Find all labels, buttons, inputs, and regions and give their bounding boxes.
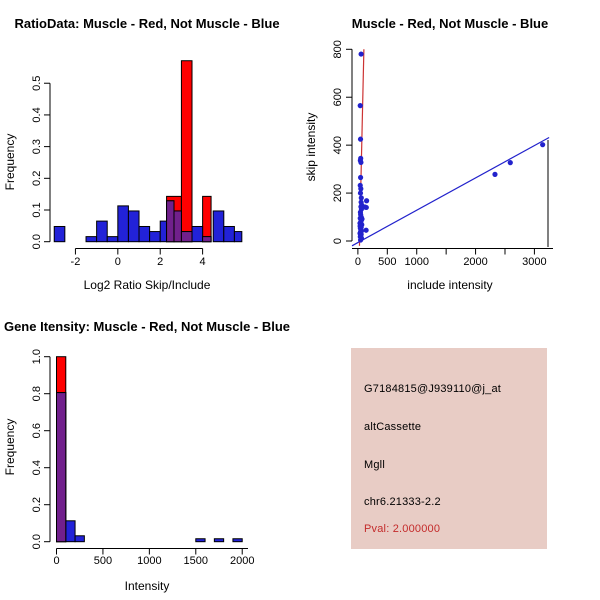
not-muscle-hist-bar [96, 220, 108, 243]
data-point [358, 51, 364, 57]
y-tick-label: 0.3 [31, 139, 43, 154]
pval-text: Pval: 2.000000 [364, 523, 441, 535]
x-tick-label: 3000 [522, 256, 546, 268]
intensity-scatter-chart: Muscle - Red, Not Muscle - Blue include i… [304, 16, 553, 292]
y-tick-label: 0.4 [31, 460, 43, 475]
not-muscle-hist-bar [138, 225, 151, 243]
not-muscle-hist-bar [191, 225, 204, 243]
y-tick-label: 0.0 [31, 234, 43, 249]
data-point [358, 159, 364, 166]
x-tick-label: 500 [378, 256, 396, 268]
y-tick-label: 1.0 [31, 349, 43, 364]
data-point [358, 195, 364, 201]
y-tick-label: 0.4 [31, 107, 43, 122]
overlap-hist-bar [180, 231, 193, 243]
overlap-hist-bar [202, 236, 212, 243]
y-axis-label: skip intensity [304, 113, 318, 182]
blue-line-fit-line [351, 136, 550, 247]
gene-intensity-histogram-chart: Gene Itensity: Muscle - Red, Not Muscle … [3, 319, 290, 593]
x-axis-label: Log2 Ratio Skip/Include [84, 278, 211, 292]
data-point [363, 227, 369, 233]
chart-title: Muscle - Red, Not Muscle - Blue [352, 16, 548, 31]
y-axis-label: Frequency [3, 419, 17, 476]
overlap-hist-bar [173, 210, 182, 243]
x-tick-label: 0 [115, 256, 121, 268]
overlap-hist-bar [166, 200, 175, 243]
data-point [357, 190, 364, 196]
data-point [358, 186, 364, 192]
y-tick-label: 0.6 [31, 423, 43, 438]
x-tick-label: 2000 [463, 256, 487, 268]
y-tick-label: 600 [332, 88, 344, 106]
not-muscle-hist-bar [74, 535, 85, 543]
event-type-text: altCassette [364, 421, 422, 433]
data-point [492, 171, 498, 177]
data-point [357, 237, 364, 243]
not-muscle-hist-bar [233, 231, 243, 243]
not-muscle-hist-bar [159, 220, 168, 243]
chart-title: Gene Itensity: Muscle - Red, Not Muscle … [4, 319, 290, 334]
data-point [507, 160, 513, 166]
not-muscle-hist-bar [213, 538, 225, 543]
not-muscle-hist-bar [127, 210, 140, 243]
data-point [357, 174, 364, 181]
x-tick-label: 0 [355, 256, 361, 268]
not-muscle-hist-bar [149, 231, 161, 243]
x-tick-label: 2000 [230, 555, 254, 567]
data-point [357, 209, 364, 215]
data-point [357, 103, 363, 109]
x-axis-label: Intensity [125, 579, 170, 593]
data-point [363, 198, 370, 204]
y-tick-label: 0.5 [31, 76, 43, 91]
overlap-hist-bar [56, 392, 67, 543]
ratio-histogram-chart: RatioData: Muscle - Red, Not Muscle - Bl… [3, 16, 280, 292]
data-point [363, 204, 369, 211]
not-muscle-hist-bar [117, 205, 129, 243]
x-tick-label: 2 [157, 256, 163, 268]
y-tick-label: 0.2 [31, 171, 43, 186]
x-axis-label: include intensity [407, 278, 492, 292]
not-muscle-hist-bar [65, 520, 76, 543]
not-muscle-hist-bar [85, 236, 98, 243]
gene-name-text: Mgll [364, 459, 385, 471]
x-tick-label: 500 [94, 555, 112, 567]
y-axis-label: Frequency [3, 134, 17, 191]
not-muscle-hist-bar [195, 538, 206, 543]
y-tick-label: 0 [332, 238, 344, 244]
x-tick-label: 0 [53, 555, 59, 567]
x-tick-label: -2 [71, 256, 81, 268]
not-muscle-hist-bar [106, 236, 119, 243]
x-tick-label: 1000 [137, 555, 161, 567]
muscle-hist-bar [202, 195, 212, 243]
y-tick-label: 200 [332, 184, 344, 202]
y-tick-label: 0.2 [31, 497, 43, 512]
y-tick-label: 0.0 [31, 534, 43, 549]
chrom-locus-text: chr6.21333-2.2 [364, 496, 441, 508]
muscle-hist-bar [180, 60, 193, 243]
x-tick-label: 4 [200, 256, 206, 268]
probe-info-box: G7184815@J939110@j_at altCassette Mgll c… [351, 348, 547, 549]
not-muscle-hist-bar [53, 225, 66, 243]
data-point [540, 142, 546, 148]
not-muscle-hist-bar [232, 538, 243, 543]
not-muscle-hist-bar [212, 210, 225, 243]
y-tick-label: 400 [332, 136, 344, 154]
y-tick-label: 0.8 [31, 386, 43, 401]
chart-title: RatioData: Muscle - Red, Not Muscle - Bl… [14, 16, 279, 31]
y-tick-label: 0.1 [31, 202, 43, 217]
x-tick-label: 1000 [404, 256, 428, 268]
data-point [357, 136, 364, 142]
y-tick-label: 800 [332, 40, 344, 58]
probe-id-text: G7184815@J939110@j_at [364, 383, 502, 395]
x-tick-label: 1500 [184, 555, 208, 567]
not-muscle-hist-bar [223, 225, 235, 243]
